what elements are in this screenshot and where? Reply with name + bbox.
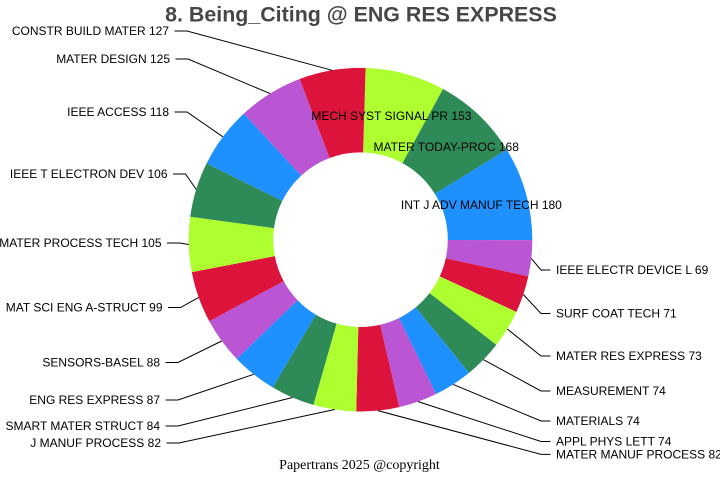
- svg-text:APPL PHYS LETT 74: APPL PHYS LETT 74: [556, 435, 672, 449]
- svg-text:SMART MATER STRUCT 84: SMART MATER STRUCT 84: [6, 419, 161, 433]
- svg-text:J MANUF PROCESS 82: J MANUF PROCESS 82: [30, 436, 161, 450]
- svg-text:SENSORS-BASEL 88: SENSORS-BASEL 88: [42, 356, 160, 370]
- svg-text:MAT SCI ENG A-STRUCT 99: MAT SCI ENG A-STRUCT 99: [6, 301, 163, 315]
- svg-text:ENG RES EXPRESS 87: ENG RES EXPRESS 87: [29, 393, 160, 407]
- svg-text:MATER RES EXPRESS 73: MATER RES EXPRESS 73: [556, 349, 702, 363]
- svg-text:MATER MANUF PROCESS 82: MATER MANUF PROCESS 82: [556, 448, 720, 462]
- svg-text:IEEE ELECTR DEVICE L 69: IEEE ELECTR DEVICE L 69: [556, 263, 709, 277]
- svg-text:8. Being_Citing @ ENG RES EXPR: 8. Being_Citing @ ENG RES EXPRESS: [165, 3, 557, 27]
- svg-text:MEASUREMENT 74: MEASUREMENT 74: [556, 384, 666, 398]
- svg-text:MATER PROCESS TECH 105: MATER PROCESS TECH 105: [0, 236, 162, 250]
- svg-text:MATERIALS 74: MATERIALS 74: [556, 414, 640, 428]
- svg-text:MECH SYST SIGNAL PR 153: MECH SYST SIGNAL PR 153: [311, 109, 471, 123]
- svg-text:INT J ADV MANUF TECH 180: INT J ADV MANUF TECH 180: [401, 198, 562, 212]
- svg-text:IEEE T ELECTRON DEV 106: IEEE T ELECTRON DEV 106: [10, 167, 168, 181]
- svg-text:MATER DESIGN 125: MATER DESIGN 125: [56, 52, 170, 66]
- svg-text:IEEE ACCESS 118: IEEE ACCESS 118: [67, 105, 169, 119]
- svg-text:Papertrans 2025 @copyright: Papertrans 2025 @copyright: [279, 458, 440, 473]
- svg-text:SURF COAT TECH 71: SURF COAT TECH 71: [556, 307, 677, 321]
- svg-text:MATER TODAY-PROC 168: MATER TODAY-PROC 168: [374, 140, 520, 154]
- svg-text:CONSTR BUILD MATER 127: CONSTR BUILD MATER 127: [12, 24, 169, 38]
